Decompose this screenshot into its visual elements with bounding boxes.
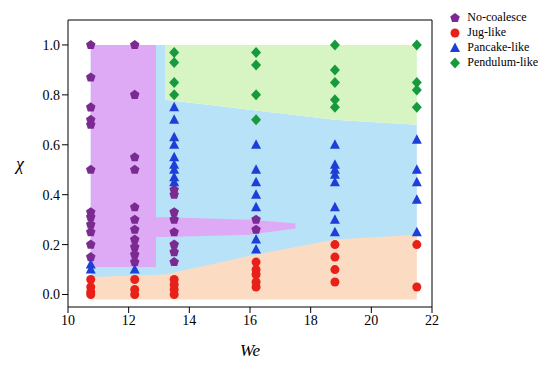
svg-text:10: 10 bbox=[61, 313, 75, 328]
svg-text:12: 12 bbox=[122, 313, 136, 328]
svg-text:18: 18 bbox=[304, 313, 318, 328]
html-text:No-coalesce: No-coalesce bbox=[467, 10, 527, 24]
svg-text:χ: χ bbox=[14, 154, 25, 174]
svg-text:0.6: 0.6 bbox=[43, 138, 61, 153]
svg-text:1.0: 1.0 bbox=[43, 38, 61, 53]
html-text:Pendulum-like: Pendulum-like bbox=[467, 55, 538, 69]
svg-text:22: 22 bbox=[425, 313, 439, 328]
html-text:Jug-like: Jug-like bbox=[467, 25, 506, 39]
svg-text:20: 20 bbox=[364, 313, 378, 328]
svg-text:0.8: 0.8 bbox=[43, 88, 61, 103]
svg-text:16: 16 bbox=[243, 313, 257, 328]
svg-text:0.0: 0.0 bbox=[43, 287, 61, 302]
svg-text:14: 14 bbox=[182, 313, 196, 328]
html-text:Pancake-like: Pancake-like bbox=[467, 40, 530, 54]
svg-text:0.2: 0.2 bbox=[43, 238, 61, 253]
svg-text:We: We bbox=[240, 341, 261, 360]
svg-text:0.4: 0.4 bbox=[43, 188, 61, 203]
